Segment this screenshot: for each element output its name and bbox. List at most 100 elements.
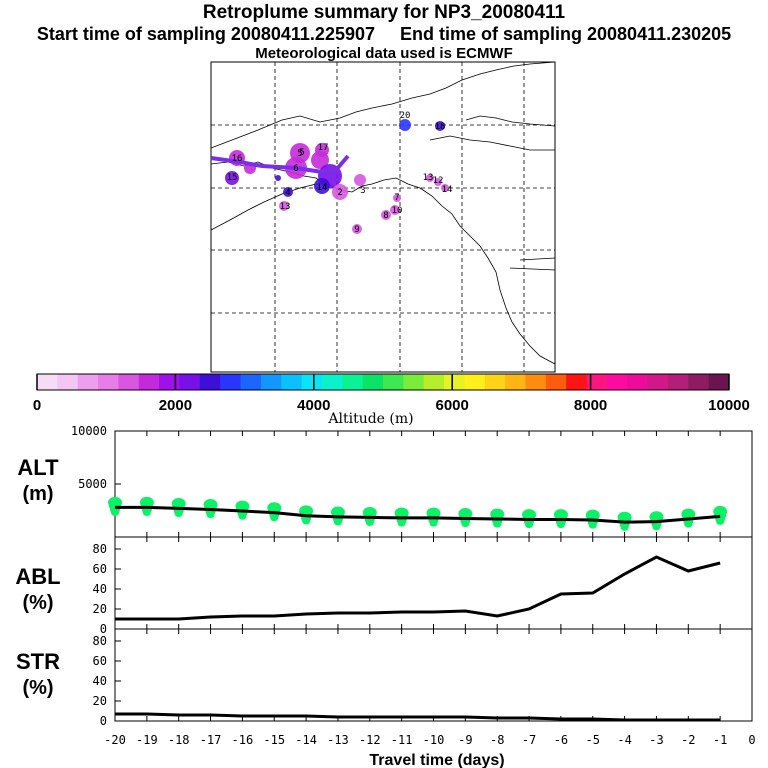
altitude-scatter-point <box>238 513 247 520</box>
altitude-scatter-point <box>174 510 183 517</box>
altitude-colorbar: 0 2000 4000 6000 8000 10000 Altitude (m) <box>33 373 750 427</box>
colorbar-cell <box>667 374 689 390</box>
trajectory-point <box>311 151 329 169</box>
x-tick-label: -7 <box>522 733 536 747</box>
x-tick-label: -1 <box>713 733 727 747</box>
trajectory-point <box>352 224 362 234</box>
x-tick-label: -11 <box>391 733 413 747</box>
altitude-scatter-point <box>588 522 597 529</box>
colorbar-cell <box>37 374 58 390</box>
colorbar-cell <box>606 374 628 390</box>
colorbar-tick-label: 10000 <box>708 397 750 414</box>
altitude-scatter-point <box>461 520 470 528</box>
colorbar-cell <box>708 374 730 390</box>
altitude-scatter-point <box>142 509 151 516</box>
series-line-str <box>115 712 721 722</box>
colorbar-cell <box>179 374 201 390</box>
x-tick-label: -9 <box>458 733 472 747</box>
x-tick-label: -16 <box>232 733 254 747</box>
colorbar-cell <box>525 374 547 390</box>
x-tick-label: -14 <box>295 733 317 747</box>
y-tick-label: 60 <box>93 654 107 668</box>
colorbar-cell <box>484 374 506 390</box>
altitude-scatter-point <box>111 509 119 516</box>
panel-alt: ALT (m) 10000 5000 <box>17 424 753 538</box>
colorbar-cell <box>505 374 526 390</box>
x-tick-label: -4 <box>617 733 631 747</box>
trajectory-day-label: 17 <box>318 143 329 153</box>
y-tick-label: 80 <box>93 634 107 648</box>
trajectory-day-label: 3 <box>360 186 365 196</box>
trajectory-day-label: 4 <box>285 188 290 198</box>
trajectory-day-label: 14 <box>442 185 453 195</box>
y-tick-label: 40 <box>93 674 107 688</box>
trajectory-points <box>210 119 449 234</box>
colorbar-cell <box>383 374 404 390</box>
x-tick-label: -5 <box>586 733 600 747</box>
altitude-scatter-point <box>429 520 438 527</box>
panel-title: STR <box>16 649 60 674</box>
trajectory-point <box>434 178 442 186</box>
altitude-scatter-point <box>620 524 629 531</box>
x-tick-label: -3 <box>649 733 663 747</box>
trajectory-day-label: 5 <box>299 148 304 158</box>
trajectory-day-label: 13 <box>423 173 434 183</box>
x-tick-label: -8 <box>490 733 504 747</box>
colorbar-tick-label: 0 <box>33 397 41 414</box>
panel-title: (%) <box>22 677 53 699</box>
panel-frame <box>114 628 753 722</box>
trajectory-point <box>390 205 400 215</box>
colorbar-tick-label: 8000 <box>574 397 607 414</box>
altitude-scatter-point <box>652 523 661 531</box>
x-tick-label: -19 <box>136 733 158 747</box>
trajectory-point <box>399 119 411 131</box>
trajectory-day-label: 2 <box>337 188 342 198</box>
colorbar-cell <box>159 374 180 390</box>
x-tick-label: -15 <box>263 733 285 747</box>
colorbar-tick-label: 6000 <box>436 397 469 414</box>
altitude-scatter-point <box>270 514 279 522</box>
altitude-scatter-point <box>716 518 725 525</box>
series-line-alt <box>115 505 721 524</box>
altitude-scatter-point <box>206 511 215 519</box>
trajectory-day-label: 10 <box>392 206 403 216</box>
y-tick-label: 0 <box>100 714 107 728</box>
trajectory-point <box>354 174 366 186</box>
colorbar-cell <box>98 374 119 390</box>
colorbar-cell <box>362 374 384 390</box>
trajectory-day-label: 16 <box>232 154 243 164</box>
trajectory-point <box>441 184 449 192</box>
panel-title: (m) <box>22 483 53 505</box>
colorbar-cell <box>566 374 588 390</box>
y-tick-label: 80 <box>93 542 107 556</box>
trajectory-point <box>426 174 434 182</box>
trajectory-day-label: 12 <box>433 176 444 186</box>
colorbar-cell <box>423 374 445 390</box>
altitude-scatter-point <box>333 519 342 526</box>
trajectory-point <box>275 175 281 181</box>
altitude-scatter-point <box>365 519 374 526</box>
y-tick-label: 5000 <box>78 477 107 491</box>
trajectory-point <box>393 194 401 202</box>
colorbar-cell <box>545 374 567 390</box>
panel-title: (%) <box>22 592 53 614</box>
colorbar-cell <box>199 374 221 390</box>
colorbar-tick-label: 4000 <box>297 397 330 414</box>
trajectory-day-label: 6 <box>293 164 298 174</box>
x-tick-label: -12 <box>359 733 381 747</box>
trajectory-day-label: 9 <box>354 225 359 235</box>
colorbar-cell <box>444 374 465 390</box>
panel-title: ALT <box>17 455 59 480</box>
colorbar-cell <box>464 374 486 390</box>
trajectory-point <box>435 121 445 131</box>
colorbar-cell <box>403 374 425 390</box>
x-tick-label: -20 <box>104 733 126 747</box>
colorbar-cell <box>342 374 364 390</box>
x-tick-label: -10 <box>423 733 445 747</box>
trajectory-point <box>381 210 391 220</box>
colorbar-cell <box>301 374 323 390</box>
x-tick-label: 0 <box>748 733 755 747</box>
y-tick-label: 20 <box>93 694 107 708</box>
